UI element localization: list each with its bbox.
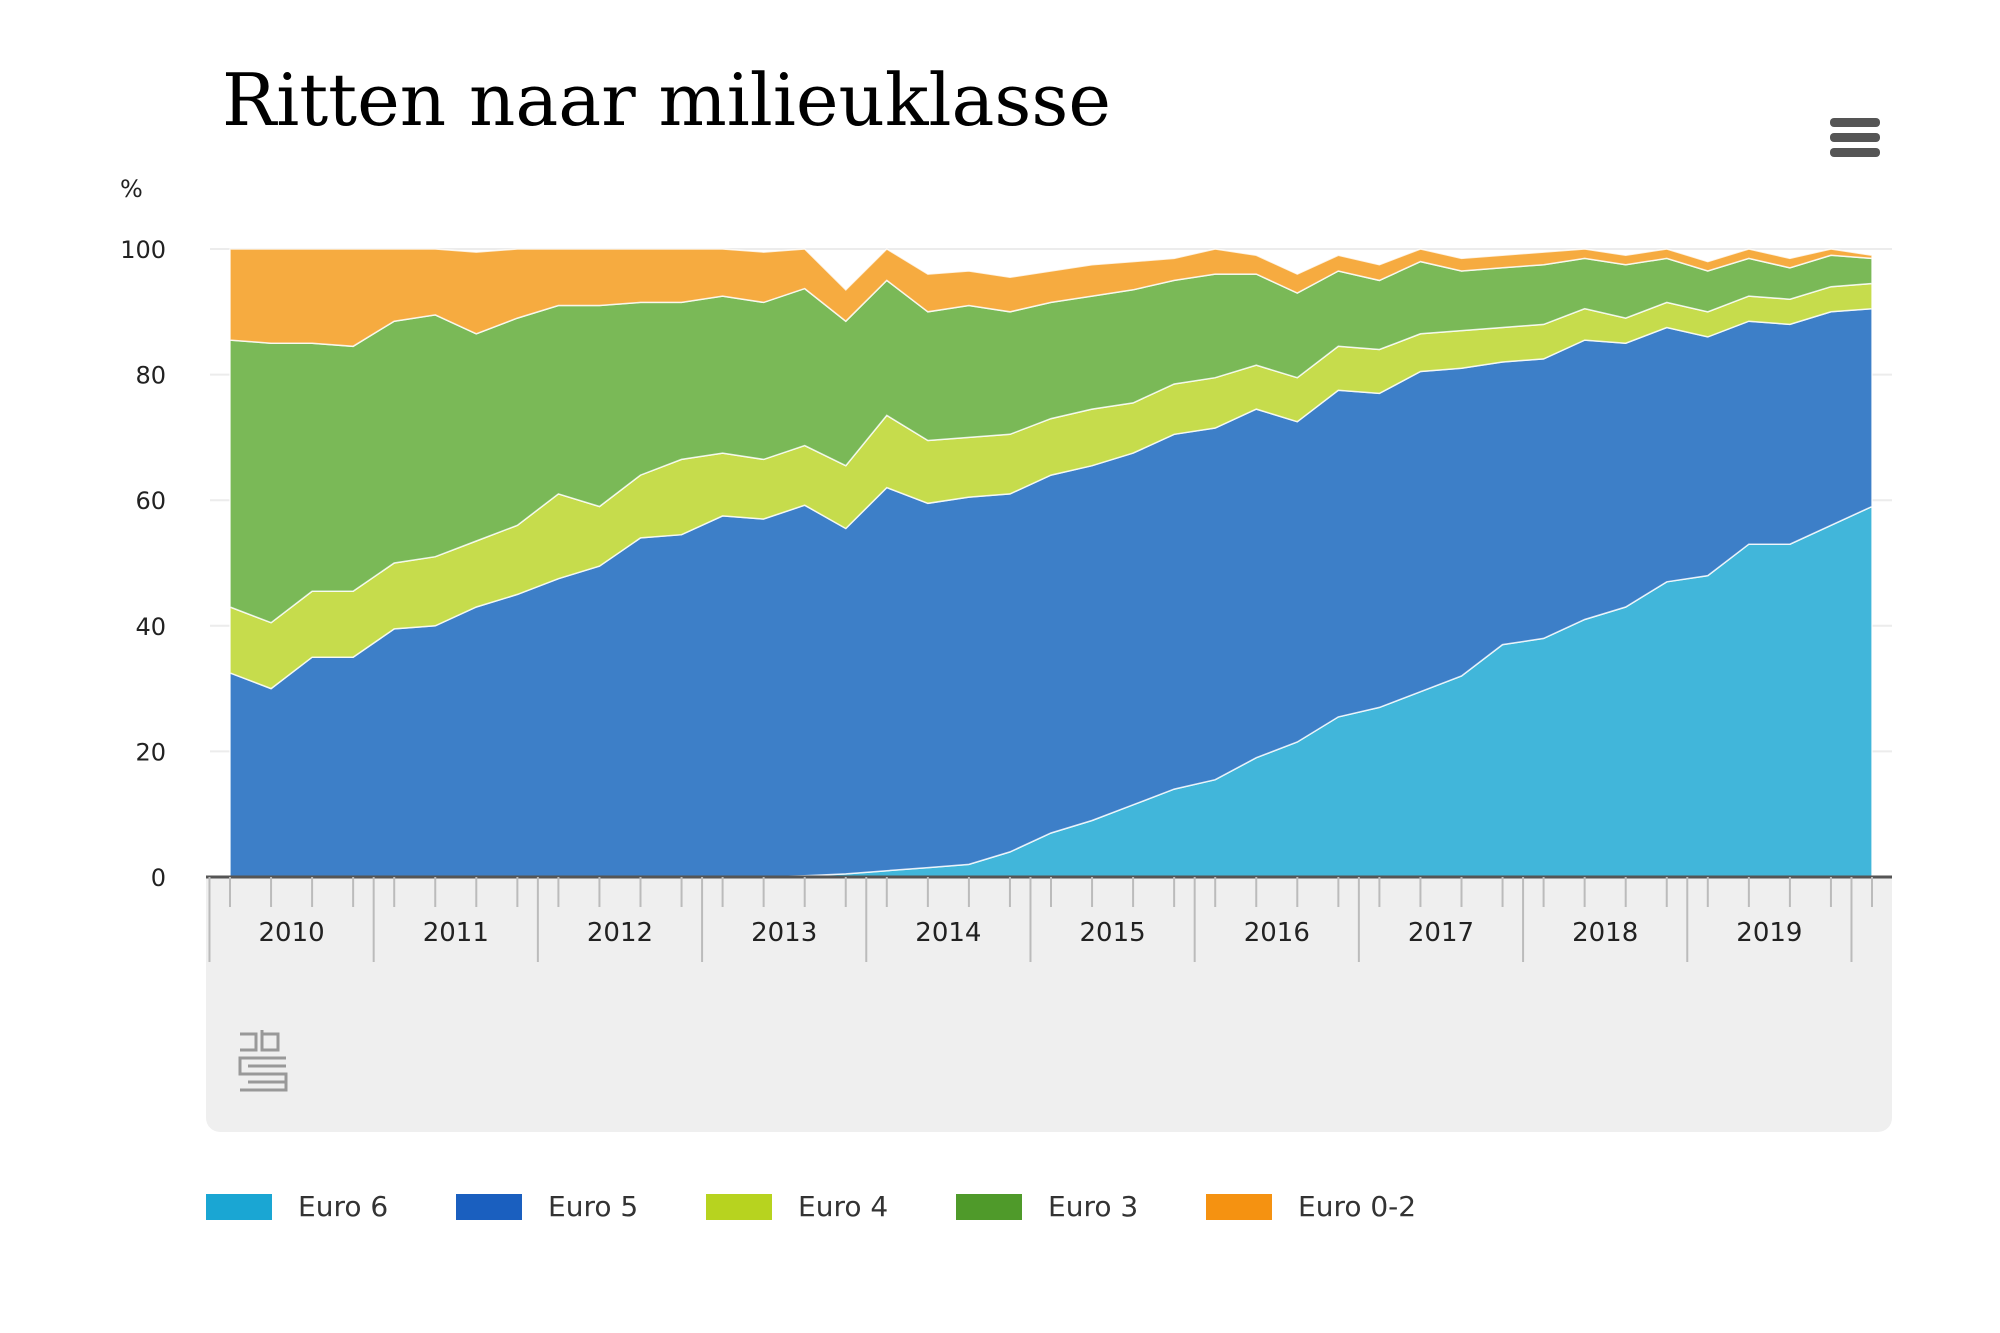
y-axis-ticks: 0 20 40 60 80 100: [120, 236, 166, 892]
y-axis-label: %: [120, 175, 143, 203]
y-tick-label: 20: [135, 738, 166, 766]
menu-line: [1830, 133, 1880, 142]
logo-cb: [240, 1030, 280, 1052]
logo-s: [238, 1056, 288, 1092]
x-tick-label: 2013: [751, 918, 817, 948]
x-tick-label: 2014: [915, 918, 981, 948]
x-axis: 2010 2011 2012 2013 2014 2015 2016 2017 2018 2019: [206, 875, 1892, 1132]
legend-item[interactable]: Euro 4: [706, 1190, 956, 1223]
y-tick-label: 40: [135, 613, 166, 641]
x-tick-label: 2019: [1736, 918, 1802, 948]
x-tick-label: 2011: [423, 918, 489, 948]
legend-swatch: [206, 1193, 272, 1220]
legend-item[interactable]: Euro 3: [956, 1190, 1206, 1223]
y-tick-label: 100: [120, 236, 166, 264]
legend-label: Euro 6: [298, 1190, 389, 1223]
x-tick-label: 2015: [1079, 918, 1145, 948]
legend-item[interactable]: Euro 0-2: [1206, 1190, 1456, 1223]
legend-item[interactable]: Euro 6: [206, 1190, 456, 1223]
legend-swatch: [706, 1193, 772, 1220]
area-euro-0-2: [229, 248, 1873, 348]
x-tick-label: 2018: [1572, 918, 1638, 948]
y-tick-label: 60: [135, 487, 166, 515]
legend-label: Euro 4: [798, 1190, 889, 1223]
legend-label: Euro 3: [1048, 1190, 1139, 1223]
x-tick-label: 2010: [258, 918, 324, 948]
menu-line: [1830, 148, 1880, 157]
area-series: [229, 248, 1873, 878]
legend-label: Euro 5: [548, 1190, 639, 1223]
legend-swatch: [456, 1193, 522, 1220]
x-tick-label: 2016: [1244, 918, 1310, 948]
legend-label: Euro 0-2: [1298, 1190, 1417, 1223]
x-axis-panel: [206, 877, 1892, 1132]
cbs-logo-icon: [238, 1030, 288, 1092]
x-axis-panel-top: [206, 877, 1892, 893]
legend-item[interactable]: Euro 5: [456, 1190, 706, 1223]
x-tick-label: 2017: [1408, 918, 1474, 948]
chart-title: Ritten naar milieuklasse: [222, 58, 1111, 142]
y-tick-label: 0: [151, 864, 166, 892]
legend: Euro 6 Euro 5 Euro 4 Euro 3 Euro 0-2: [206, 1190, 1456, 1223]
x-tick-label: 2012: [587, 918, 653, 948]
y-tick-label: 80: [135, 362, 166, 390]
legend-swatch: [956, 1193, 1022, 1220]
legend-swatch: [1206, 1193, 1272, 1220]
menu-line: [1830, 118, 1880, 127]
hamburger-menu-icon[interactable]: [1830, 118, 1880, 160]
